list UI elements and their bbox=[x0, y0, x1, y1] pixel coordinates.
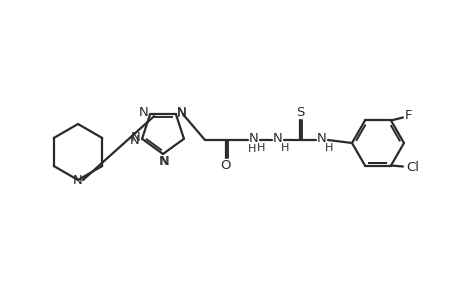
Text: H: H bbox=[324, 143, 332, 153]
Text: H: H bbox=[256, 143, 264, 153]
Text: N: N bbox=[316, 131, 326, 145]
Text: S: S bbox=[295, 106, 303, 118]
Text: N: N bbox=[73, 173, 83, 187]
Text: N: N bbox=[177, 107, 186, 120]
Text: Cl: Cl bbox=[406, 161, 419, 174]
Text: H: H bbox=[280, 143, 289, 153]
Text: N: N bbox=[131, 131, 140, 144]
Text: O: O bbox=[220, 158, 231, 172]
Text: N: N bbox=[159, 154, 168, 167]
Text: N: N bbox=[160, 154, 169, 167]
Text: N: N bbox=[177, 106, 186, 119]
Text: N: N bbox=[249, 131, 258, 145]
Text: N: N bbox=[273, 131, 282, 145]
Text: N: N bbox=[130, 134, 140, 147]
Text: N: N bbox=[139, 106, 149, 119]
Text: F: F bbox=[404, 109, 412, 122]
Text: H: H bbox=[247, 144, 256, 154]
